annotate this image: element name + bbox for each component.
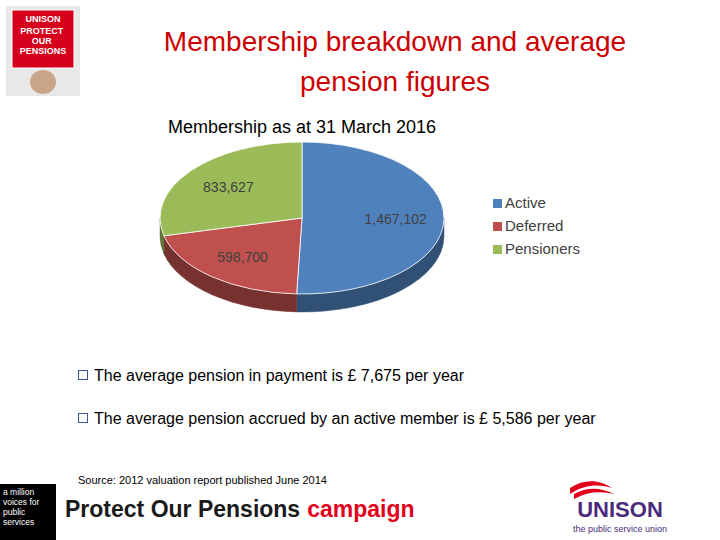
- campaign-name: Protect Our Pensions: [65, 496, 300, 522]
- slide: UNISON PROTECT OUR PENSIONS Membership as …: [0, 0, 720, 540]
- campaign-line: Protect Our Pensions campaign: [65, 496, 415, 523]
- placard-text: PROTECT OUR PENSIONS: [20, 26, 67, 56]
- legend-entry: Pensioners: [505, 240, 580, 257]
- placard-sign: [12, 10, 74, 68]
- voices-text: a million voices for public services: [3, 487, 55, 527]
- placard-person: [30, 70, 56, 94]
- pie: [160, 142, 444, 312]
- legend-swatch: [493, 245, 502, 254]
- placard-logo: UNISON PROTECT OUR PENSIONS: [6, 6, 80, 96]
- bullet-marker: [78, 370, 88, 380]
- chart-title: Membership as at 31 March 2016: [168, 117, 436, 137]
- unison-logo: UNISON the public service union: [570, 481, 667, 534]
- pie-slice: [160, 142, 302, 236]
- bullet-text: The average pension in payment is £ 7,67…: [78, 366, 638, 386]
- legend-swatch: [493, 222, 502, 231]
- union-tagline: the public service union: [573, 524, 667, 534]
- campaign-word: campaign: [307, 496, 414, 522]
- data-label: 1,467,102: [365, 211, 427, 227]
- data-label: 598,700: [217, 249, 268, 265]
- slide-title: Membership breakdown and average pension…: [130, 22, 660, 102]
- data-label: 833,627: [203, 179, 254, 195]
- legend-swatch: [493, 199, 502, 208]
- placard-org: UNISON: [25, 14, 60, 24]
- pie-slice: [297, 142, 444, 294]
- placard-bg: [6, 6, 80, 96]
- legend-entry: Active: [505, 194, 546, 211]
- bullet-marker: [78, 413, 88, 423]
- bullet-text: The average pension accrued by an active…: [78, 409, 638, 429]
- legend-entry: Deferred: [505, 217, 563, 234]
- union-name: UNISON: [577, 497, 663, 522]
- source-note: Source: 2012 valuation report published …: [78, 474, 327, 486]
